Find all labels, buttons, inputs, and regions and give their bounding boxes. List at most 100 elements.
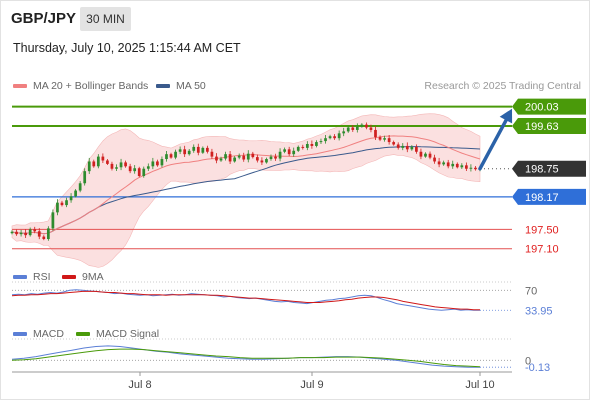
price-tag-199.63: 199.63 <box>525 121 559 133</box>
legend-ma50: MA 50 <box>156 80 206 92</box>
time-tick-label: Jul 9 <box>300 379 323 391</box>
candle-body <box>19 232 23 235</box>
candle <box>405 142 409 153</box>
time-tick-label: Jul 8 <box>128 379 151 391</box>
projection-arrow-layer <box>478 108 513 171</box>
candle <box>19 229 23 237</box>
candle-body <box>78 183 82 191</box>
candle <box>69 193 73 203</box>
candle-body <box>251 153 255 158</box>
price-tag-197.10: 197.10 <box>525 244 559 256</box>
ma20-swatch <box>13 84 27 89</box>
series-line-rsi <box>11 289 481 311</box>
candle-body <box>192 146 196 151</box>
candle-body <box>310 144 314 146</box>
candle-body <box>174 151 177 158</box>
candle <box>378 135 382 142</box>
candle <box>78 181 82 193</box>
candle <box>156 159 159 167</box>
candle-body <box>369 127 373 130</box>
timeframe-badge[interactable]: 30 MIN <box>80 7 131 31</box>
candle-body <box>119 162 123 168</box>
candle <box>428 151 432 160</box>
price-tags-layer: 200.03 199.63 198.75 198.17 197.50 197.10 <box>512 98 586 256</box>
candle-body <box>455 163 459 168</box>
candle <box>92 159 96 168</box>
panel-ref-tick: 70 <box>525 285 537 297</box>
candle <box>60 200 64 207</box>
candle-body <box>424 153 427 157</box>
candle <box>187 148 191 156</box>
candle <box>328 134 332 140</box>
candle-body <box>274 156 277 159</box>
rsi-ma-swatch <box>62 275 76 280</box>
candle <box>242 152 246 162</box>
candle <box>287 146 291 157</box>
candle <box>310 140 314 149</box>
candle <box>106 159 109 166</box>
candle <box>369 124 373 133</box>
candle-body <box>42 236 46 240</box>
candle-body <box>101 156 105 161</box>
candle <box>355 123 359 133</box>
candle-body <box>360 124 364 127</box>
credit-text: Research © 2025 Trading Central <box>424 80 581 92</box>
candle <box>37 228 41 240</box>
candle <box>65 197 68 208</box>
candle <box>46 226 50 241</box>
timestamp: Thursday, July 10, 2025 1:15:44 AM CET <box>13 41 241 55</box>
candle-body <box>365 124 368 128</box>
ma20-line <box>11 135 481 235</box>
symbol-label: GBP/JPY <box>11 10 77 27</box>
candle <box>201 146 205 154</box>
candle <box>10 230 14 235</box>
candle <box>215 153 218 164</box>
candle-body <box>115 167 118 169</box>
candle <box>192 144 196 153</box>
candle <box>374 126 377 141</box>
macd-signal-swatch <box>76 332 90 337</box>
candle-body <box>437 161 441 165</box>
candle-body <box>378 137 382 140</box>
candle-body <box>355 126 359 130</box>
candle <box>324 134 327 144</box>
candle <box>160 156 164 168</box>
candle <box>83 168 87 186</box>
candle-body <box>428 153 432 158</box>
candle <box>142 166 146 178</box>
candle-body <box>142 168 146 176</box>
candle-body <box>319 141 323 143</box>
candle <box>455 162 459 169</box>
series-line-9ma <box>11 290 480 311</box>
price-tag-bg-198.75 <box>512 160 586 177</box>
candle <box>260 157 264 165</box>
candle <box>433 154 436 164</box>
candle <box>365 122 368 130</box>
candle <box>87 157 91 174</box>
candle <box>301 144 305 150</box>
candle-body <box>28 229 32 236</box>
series-line-macd <box>11 345 480 368</box>
price-tag-200.03: 200.03 <box>525 102 559 114</box>
candle-body <box>328 136 332 139</box>
candle <box>396 142 400 150</box>
candle-body <box>265 159 268 163</box>
candle-body <box>169 154 173 158</box>
candle-body <box>401 145 405 148</box>
candle <box>178 146 182 155</box>
price-tag-198.17: 198.17 <box>525 192 559 204</box>
candle-body <box>156 161 159 166</box>
candle-body <box>237 155 241 158</box>
candle <box>451 160 455 169</box>
legend-macd-label: MACD <box>33 328 64 340</box>
candle-body <box>106 160 109 164</box>
candle-body <box>196 146 200 153</box>
legend-rsi-ma: 9MA <box>62 271 104 283</box>
candle-body <box>128 166 132 172</box>
candle-body <box>69 196 73 201</box>
candle <box>392 140 396 146</box>
candle-body <box>460 165 464 168</box>
candle-body <box>146 166 150 169</box>
candle <box>124 160 127 168</box>
